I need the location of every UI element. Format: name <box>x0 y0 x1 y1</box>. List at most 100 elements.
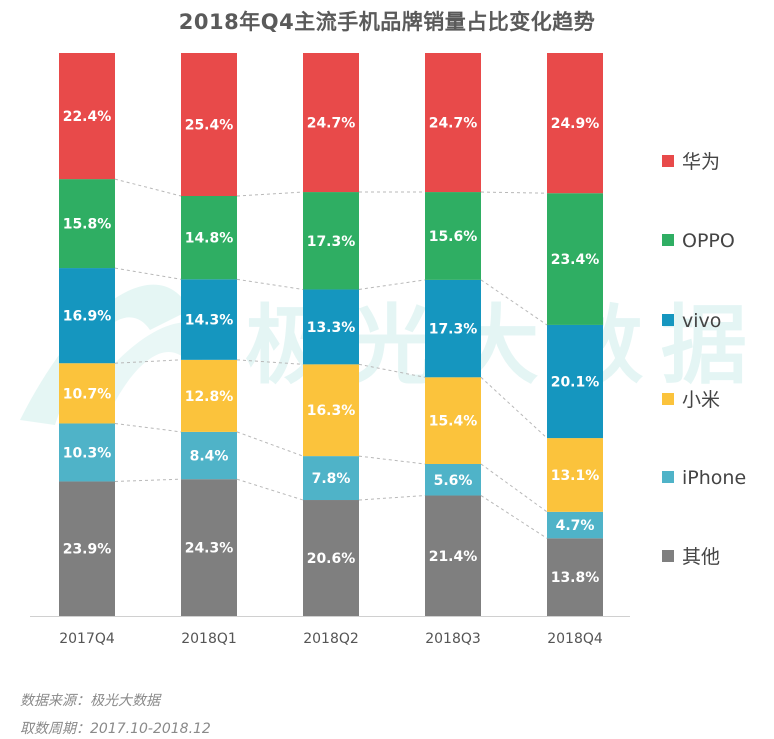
connector-line <box>114 267 182 280</box>
bar-segment-oppo-2017q4 <box>59 179 115 269</box>
connector-line <box>114 422 182 433</box>
data-label-vivo-2018q2: 13.3% <box>307 320 356 336</box>
data-label-other-2018q4: 13.8% <box>551 570 600 586</box>
connector-line <box>114 478 182 482</box>
x-axis: 2017Q4 2018Q1 2018Q2 2018Q3 2018Q4 <box>30 616 630 647</box>
bar-segment-iphone-2018q2 <box>303 456 359 501</box>
legend-label-huawei: 华为 <box>682 151 720 173</box>
watermark: 极光大数据 <box>20 284 747 445</box>
connector-line <box>480 495 548 539</box>
data-label-oppo-2018q1: 14.8% <box>185 231 234 247</box>
x-tick-label-2017q4: 2017Q4 <box>59 631 115 647</box>
data-label-xiaomi-2018q3: 15.4% <box>429 414 478 430</box>
legend-swatch-huawei <box>662 155 674 167</box>
data-label-other-2017q4: 23.9% <box>63 542 112 558</box>
bar-segment-vivo-2018q3 <box>425 279 481 378</box>
bar-segment-huawei-2018q4 <box>547 53 603 194</box>
legend-label-xiaomi: 小米 <box>682 389 720 411</box>
bar-segment-oppo-2018q2 <box>303 192 359 290</box>
data-label-huawei-2018q4: 24.9% <box>551 116 600 132</box>
bar-segment-huawei-2018q3 <box>425 53 481 193</box>
connector-line <box>236 478 304 501</box>
data-label-oppo-2018q2: 17.3% <box>307 234 356 250</box>
chart-title: 2018年Q4主流手机品牌销量占比变化趋势 <box>178 10 596 34</box>
bar-segment-iphone-2017q4 <box>59 423 115 482</box>
data-period-note: 取数周期：2017.10-2018.12 <box>20 721 211 737</box>
data-label-vivo-2017q4: 16.9% <box>63 309 112 325</box>
data-label-other-2018q1: 24.3% <box>185 541 234 557</box>
legend-swatch-iphone <box>662 471 674 483</box>
bar-segment-xiaomi-2018q3 <box>425 377 481 464</box>
data-label-xiaomi-2018q2: 16.3% <box>307 403 356 419</box>
data-label-iphone-2018q3: 5.6% <box>434 473 473 489</box>
bar-segment-xiaomi-2018q1 <box>181 359 237 432</box>
data-label-iphone-2018q4: 4.7% <box>556 518 595 534</box>
legend: 华为 OPPO vivo 小米 iPhone 其他 <box>662 151 746 568</box>
bar-segment-xiaomi-2017q4 <box>59 363 115 424</box>
bar-segment-vivo-2017q4 <box>59 268 115 364</box>
bar-segment-vivo-2018q4 <box>547 324 603 439</box>
connector-line <box>236 359 304 365</box>
connector-lines <box>114 178 548 539</box>
bar-segment-iphone-2018q1 <box>181 431 237 480</box>
connector-line <box>236 278 304 290</box>
connector-line <box>114 359 182 364</box>
connector-line <box>480 376 548 439</box>
connector-line <box>358 495 426 501</box>
bar-segment-xiaomi-2018q4 <box>547 438 603 512</box>
legend-label-other: 其他 <box>682 546 720 568</box>
data-label-vivo-2018q1: 14.3% <box>185 313 234 329</box>
legend-label-vivo: vivo <box>682 310 721 332</box>
data-label-oppo-2018q3: 15.6% <box>429 229 478 245</box>
data-label-other-2018q3: 21.4% <box>429 549 478 565</box>
data-label-iphone-2017q4: 10.3% <box>63 445 112 461</box>
data-label-vivo-2018q4: 20.1% <box>551 375 600 391</box>
bar-segment-huawei-2018q1 <box>181 53 237 197</box>
data-label-other-2018q2: 20.6% <box>307 551 356 567</box>
bars <box>59 53 603 616</box>
bar-segment-huawei-2017q4 <box>59 53 115 180</box>
data-label-huawei-2018q3: 24.7% <box>429 116 478 132</box>
bar-segment-xiaomi-2018q2 <box>303 364 359 457</box>
bar-segment-iphone-2018q3 <box>425 463 481 496</box>
data-source-note: 数据来源：极光大数据 <box>20 693 160 709</box>
legend-label-iphone: iPhone <box>682 467 746 489</box>
legend-swatch-xiaomi <box>662 393 674 405</box>
connector-line <box>358 279 426 290</box>
connector-line <box>480 191 548 194</box>
bar-segment-oppo-2018q4 <box>547 193 603 325</box>
connector-line <box>236 431 304 457</box>
data-label-vivo-2018q3: 17.3% <box>429 322 478 338</box>
bar-segment-other-2018q2 <box>303 500 359 616</box>
data-label-iphone-2018q2: 7.8% <box>312 471 351 487</box>
data-label-huawei-2018q1: 25.4% <box>185 118 234 134</box>
connector-line <box>480 463 548 513</box>
legend-swatch-vivo <box>662 314 674 326</box>
data-label-huawei-2017q4: 22.4% <box>63 109 112 125</box>
bar-segment-other-2018q1 <box>181 479 237 616</box>
bar-segment-vivo-2018q2 <box>303 289 359 365</box>
connector-line <box>358 455 426 465</box>
data-label-oppo-2017q4: 15.8% <box>63 217 112 233</box>
bar-segment-oppo-2018q3 <box>425 192 481 280</box>
legend-swatch-other <box>662 550 674 562</box>
connector-line <box>480 279 548 326</box>
connector-line <box>114 178 182 197</box>
legend-label-oppo: OPPO <box>682 230 735 252</box>
x-tick-label-2018q3: 2018Q3 <box>425 631 481 647</box>
legend-swatch-oppo <box>662 234 674 246</box>
bar-segment-huawei-2018q2 <box>303 53 359 193</box>
bar-segment-other-2018q3 <box>425 495 481 616</box>
bar-segment-oppo-2018q1 <box>181 196 237 280</box>
bar-segment-iphone-2018q4 <box>547 511 603 539</box>
x-tick-label-2018q4: 2018Q4 <box>547 631 603 647</box>
connector-line <box>358 363 426 378</box>
bar-segment-vivo-2018q1 <box>181 279 237 360</box>
x-tick-label-2018q1: 2018Q1 <box>181 631 237 647</box>
data-labels: 23.9% 10.3% 10.7% 16.9% 15.8% 22.4% 24.3% 8.4% 1… <box>63 109 600 586</box>
data-label-xiaomi-2018q4: 13.1% <box>551 468 600 484</box>
bar-segment-other-2018q4 <box>547 538 603 616</box>
data-label-xiaomi-2018q1: 12.8% <box>185 389 234 405</box>
